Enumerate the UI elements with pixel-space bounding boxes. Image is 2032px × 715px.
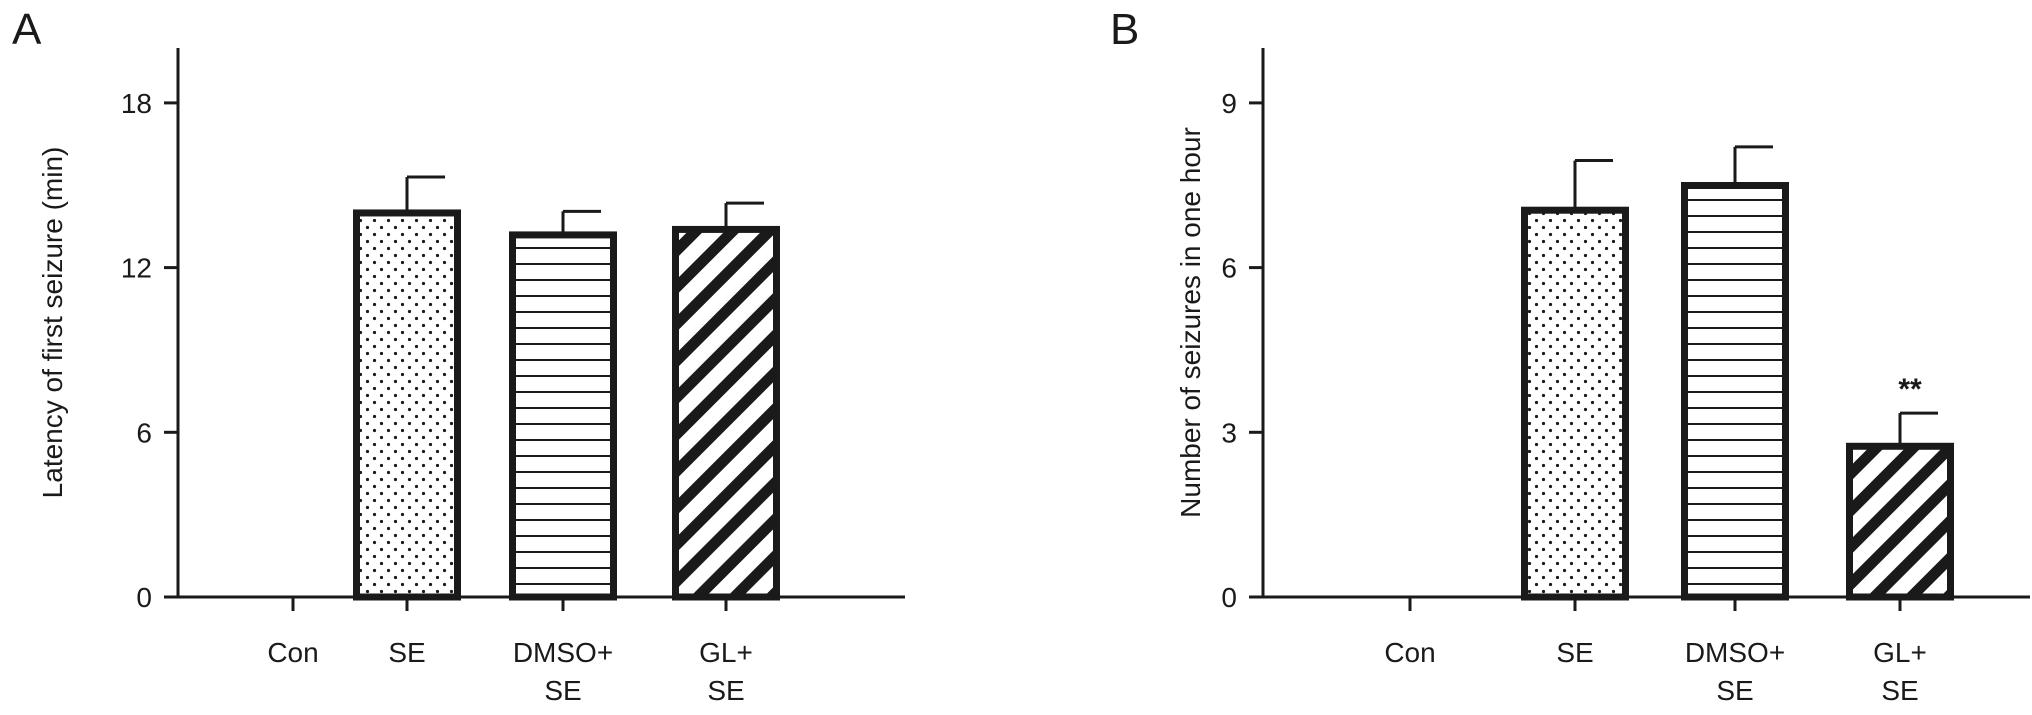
y-tick-label: 12 — [121, 253, 152, 284]
x-tick-label: GL+ — [1873, 637, 1927, 668]
x-tick-label: DMSO+ — [1685, 637, 1785, 668]
y-tick-label: 9 — [1221, 88, 1237, 119]
x-tick-label: SE — [388, 637, 425, 668]
x-tick-label: SE — [1556, 637, 1593, 668]
x-tick-label: GL+ — [699, 637, 753, 668]
panel-b: B Number of seizures in one hour 0 3 6 9 Con SE… — [1110, 5, 2030, 706]
x-tick-label: SE — [707, 675, 744, 706]
bar-pattern — [1846, 443, 1954, 597]
x-tick-label: Con — [267, 637, 318, 668]
y-tick-label: 6 — [1221, 253, 1237, 284]
significance-marker: ** — [1898, 373, 1922, 406]
y-tick-label: 0 — [1221, 582, 1237, 613]
bar — [509, 231, 617, 601]
panel-letter: B — [1110, 5, 1139, 54]
y-tick-label: 0 — [136, 582, 152, 613]
y-tick-label: 3 — [1221, 417, 1237, 448]
bar — [672, 225, 780, 601]
panel-a: A Latency of first seizure (min) 0 6 12 18 Con… — [12, 5, 905, 706]
bar-pattern — [1681, 182, 1789, 597]
x-tick-label: SE — [1716, 675, 1753, 706]
bar — [1681, 182, 1789, 601]
bar — [1846, 442, 1954, 601]
y-tick-label: 18 — [121, 88, 152, 119]
bar-pattern — [353, 209, 461, 597]
bar-pattern — [1521, 207, 1629, 597]
bar-pattern — [672, 226, 780, 598]
bar-pattern — [509, 231, 617, 598]
bar — [1521, 206, 1629, 601]
x-tick-label: SE — [1881, 675, 1918, 706]
x-tick-label: DMSO+ — [513, 637, 613, 668]
x-tick-label: Con — [1384, 637, 1435, 668]
y-axis-title: Latency of first seizure (min) — [37, 147, 68, 499]
y-axis-title: Number of seizures in one hour — [1175, 127, 1206, 518]
x-tick-label: SE — [544, 675, 581, 706]
y-tick-label: 6 — [136, 417, 152, 448]
panel-letter: A — [12, 5, 42, 54]
bar — [353, 209, 461, 601]
